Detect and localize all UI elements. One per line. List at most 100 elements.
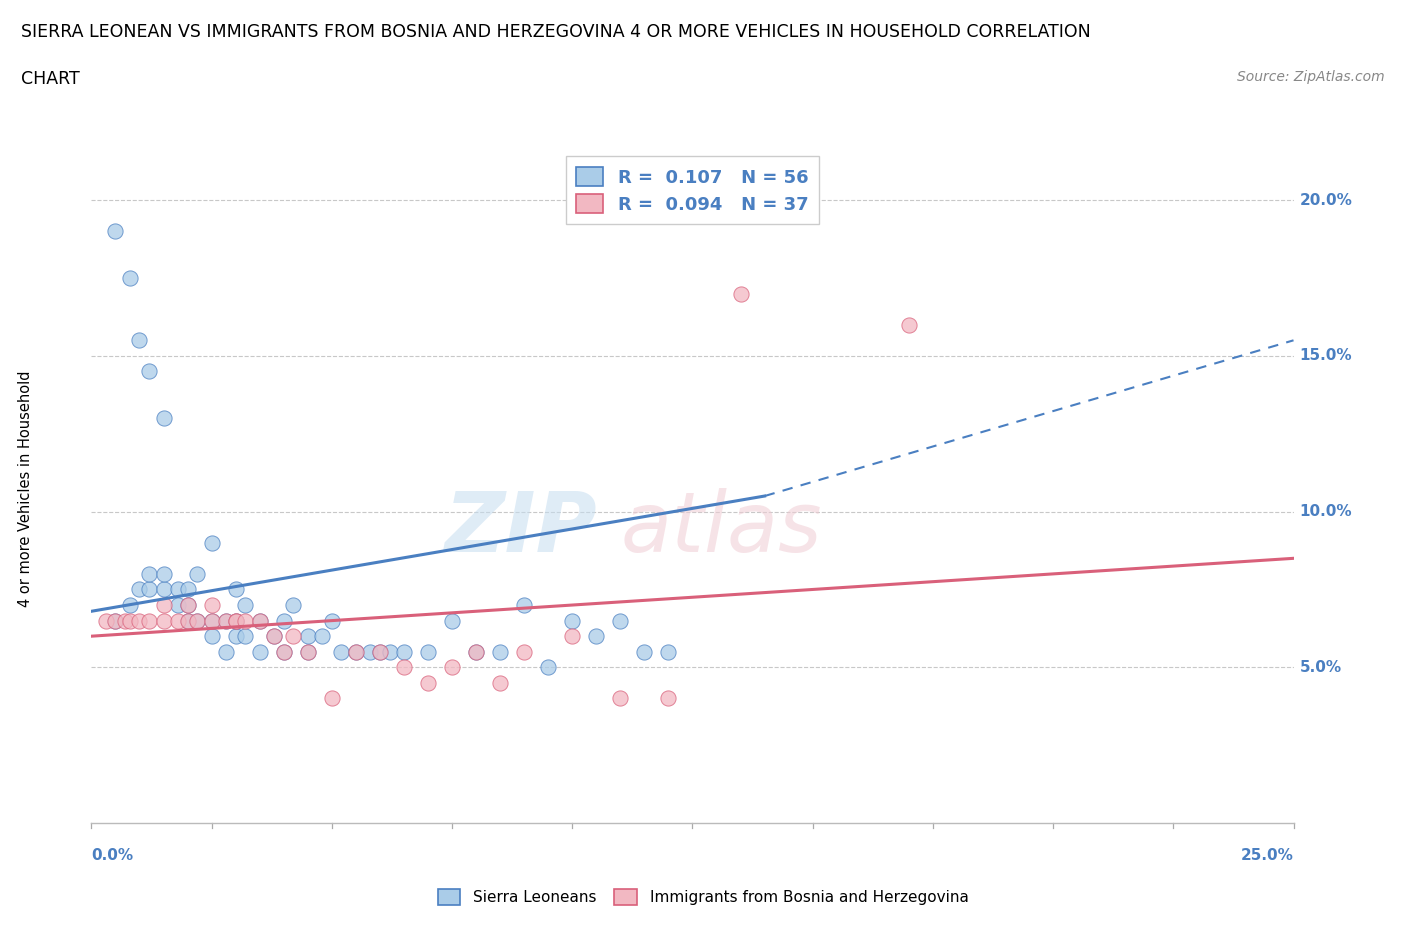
Text: 0.0%: 0.0% [91, 848, 134, 863]
Point [657, 644, 679, 659]
Text: 25.0%: 25.0% [1240, 848, 1294, 863]
Point [118, 271, 141, 286]
Point [138, 582, 160, 597]
Point [249, 644, 271, 659]
Text: 20.0%: 20.0% [1299, 193, 1353, 207]
Point [465, 644, 488, 659]
Point [489, 644, 512, 659]
Text: ZIP: ZIP [444, 488, 596, 569]
Point [585, 629, 607, 644]
Point [344, 644, 367, 659]
Point [152, 598, 174, 613]
Text: 15.0%: 15.0% [1299, 349, 1353, 364]
Point [114, 613, 136, 628]
Point [94, 613, 117, 628]
Text: SIERRA LEONEAN VS IMMIGRANTS FROM BOSNIA AND HERZEGOVINA 4 OR MORE VEHICLES IN H: SIERRA LEONEAN VS IMMIGRANTS FROM BOSNIA… [21, 23, 1091, 41]
Point [561, 613, 583, 628]
Text: 10.0%: 10.0% [1299, 504, 1353, 519]
Point [657, 691, 679, 706]
Point [392, 660, 415, 675]
Point [513, 598, 536, 613]
Point [215, 613, 238, 628]
Point [138, 364, 160, 379]
Text: 5.0%: 5.0% [1299, 659, 1341, 675]
Point [321, 691, 343, 706]
Point [176, 582, 198, 597]
Point [201, 598, 224, 613]
Point [176, 613, 198, 628]
Point [138, 613, 160, 628]
Legend: Sierra Leoneans, Immigrants from Bosnia and Herzegovina: Sierra Leoneans, Immigrants from Bosnia … [432, 883, 974, 911]
Point [152, 582, 174, 597]
Point [104, 224, 127, 239]
Point [233, 598, 256, 613]
Point [416, 675, 439, 690]
Text: Source: ZipAtlas.com: Source: ZipAtlas.com [1237, 70, 1385, 84]
Text: CHART: CHART [21, 70, 80, 87]
Point [118, 613, 141, 628]
Point [128, 333, 150, 348]
Point [167, 598, 190, 613]
Point [128, 613, 150, 628]
Point [249, 613, 271, 628]
Point [609, 613, 631, 628]
Point [233, 629, 256, 644]
Point [118, 598, 141, 613]
Point [152, 613, 174, 628]
Point [273, 644, 295, 659]
Point [359, 644, 381, 659]
Point [201, 536, 224, 551]
Point [225, 613, 247, 628]
Point [311, 629, 333, 644]
Point [537, 660, 560, 675]
Point [273, 613, 295, 628]
Point [215, 644, 238, 659]
Point [225, 613, 247, 628]
Point [128, 582, 150, 597]
Point [104, 613, 127, 628]
Point [378, 644, 401, 659]
Text: atlas: atlas [620, 488, 823, 569]
Text: 4 or more Vehicles in Household: 4 or more Vehicles in Household [18, 370, 32, 606]
Point [609, 691, 631, 706]
Point [152, 566, 174, 581]
Point [368, 644, 391, 659]
Point [297, 644, 319, 659]
Point [138, 566, 160, 581]
Point [368, 644, 391, 659]
Point [513, 644, 536, 659]
Point [297, 629, 319, 644]
Point [186, 613, 208, 628]
Point [263, 629, 285, 644]
Point [440, 613, 463, 628]
Point [215, 613, 238, 628]
Point [167, 582, 190, 597]
Point [233, 613, 256, 628]
Point [330, 644, 353, 659]
Point [489, 675, 512, 690]
Point [249, 613, 271, 628]
Point [321, 613, 343, 628]
Point [440, 660, 463, 675]
Legend: R =  0.107   N = 56, R =  0.094   N = 37: R = 0.107 N = 56, R = 0.094 N = 37 [565, 156, 820, 224]
Point [297, 644, 319, 659]
Point [283, 598, 305, 613]
Point [176, 598, 198, 613]
Point [283, 629, 305, 644]
Point [561, 629, 583, 644]
Point [416, 644, 439, 659]
Point [344, 644, 367, 659]
Point [633, 644, 655, 659]
Point [897, 317, 920, 332]
Point [186, 613, 208, 628]
Point [201, 613, 224, 628]
Point [263, 629, 285, 644]
Point [167, 613, 190, 628]
Point [176, 613, 198, 628]
Point [465, 644, 488, 659]
Point [225, 613, 247, 628]
Point [730, 286, 752, 301]
Point [201, 613, 224, 628]
Point [225, 629, 247, 644]
Point [186, 566, 208, 581]
